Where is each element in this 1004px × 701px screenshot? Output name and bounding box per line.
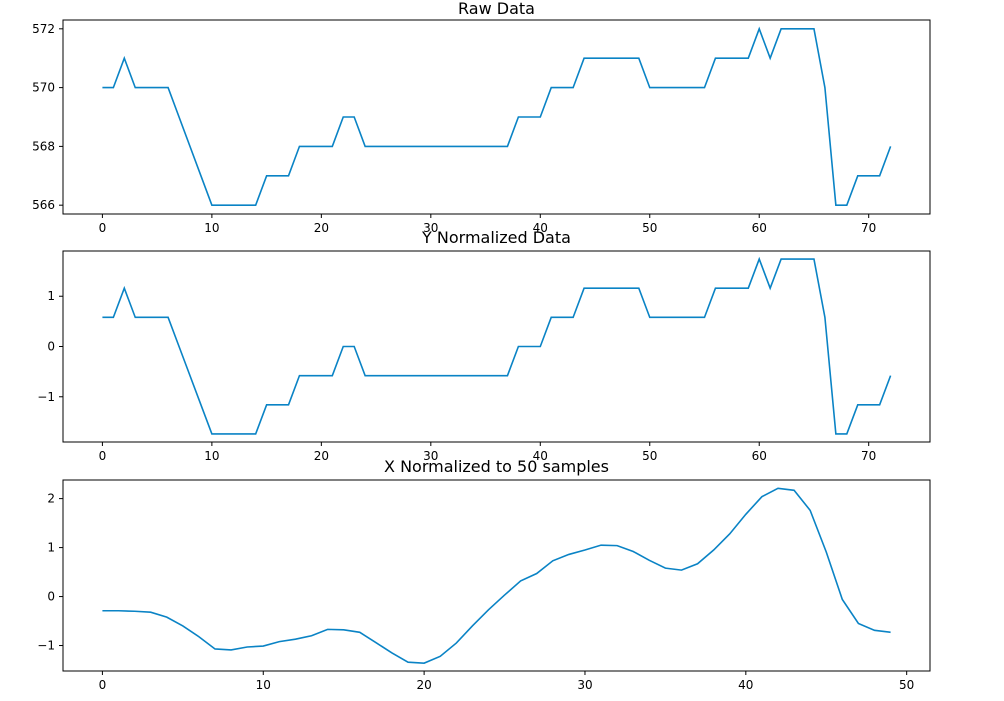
y-tick-label: −1 (37, 390, 55, 404)
panel-y-normalized-data: Y Normalized Data 0 10 20 30 40 50 60 70 −1 0 1 (37, 228, 931, 463)
x-tick-label: 0 (99, 221, 107, 235)
axes-frame (62, 19, 931, 215)
series-line (102, 26, 892, 206)
x-tick-label: 20 (314, 449, 329, 463)
series-line (102, 487, 891, 664)
x-tick-label: 70 (861, 449, 876, 463)
x-tick-label: 50 (899, 678, 914, 692)
axes-frame (62, 479, 931, 672)
x-tick-label: 10 (204, 449, 219, 463)
y-tick-label: 1 (47, 541, 55, 555)
x-tick-label: 40 (533, 221, 548, 235)
y-tick-label: 0 (47, 590, 55, 604)
series-line (102, 256, 892, 435)
x-tick-label: 40 (738, 678, 753, 692)
x-tick-label: 60 (752, 449, 767, 463)
panel-x-normalized: X Normalized to 50 samples 0 10 20 30 40 50−1… (37, 457, 931, 692)
y-tick-label: −1 (37, 639, 55, 653)
y-tick-label: 1 (47, 289, 55, 303)
x-tick-label: 60 (752, 221, 767, 235)
x-tick-label: 50 (642, 449, 657, 463)
x-tick-label: 10 (256, 678, 271, 692)
y-tick-label: 0 (47, 340, 55, 354)
y-tick-label: 2 (47, 492, 55, 506)
panel-title: Raw Data (458, 0, 535, 18)
y-tick-label: 572 (32, 22, 55, 36)
panel-raw-data: Raw Data 0 10 20 30 40 50 60 70 566 568 570 572 (32, 0, 931, 235)
x-tick-label: 30 (577, 678, 592, 692)
x-tick-label: 0 (99, 449, 107, 463)
x-tick-label: 30 (423, 449, 438, 463)
x-tick-label: 20 (314, 221, 329, 235)
x-tick-label: 10 (204, 221, 219, 235)
panel-title: X Normalized to 50 samples (384, 457, 609, 476)
x-tick-label: 40 (533, 449, 548, 463)
x-tick-label: 0 (99, 678, 107, 692)
panel-title: Y Normalized Data (421, 228, 571, 247)
x-tick-label: 70 (861, 221, 876, 235)
x-tick-label: 50 (642, 221, 657, 235)
x-tick-label: 20 (416, 678, 431, 692)
y-tick-label: 570 (32, 81, 55, 95)
y-tick-label: 568 (32, 139, 55, 153)
y-tick-label: 566 (32, 198, 55, 212)
x-tick-label: 30 (423, 221, 438, 235)
